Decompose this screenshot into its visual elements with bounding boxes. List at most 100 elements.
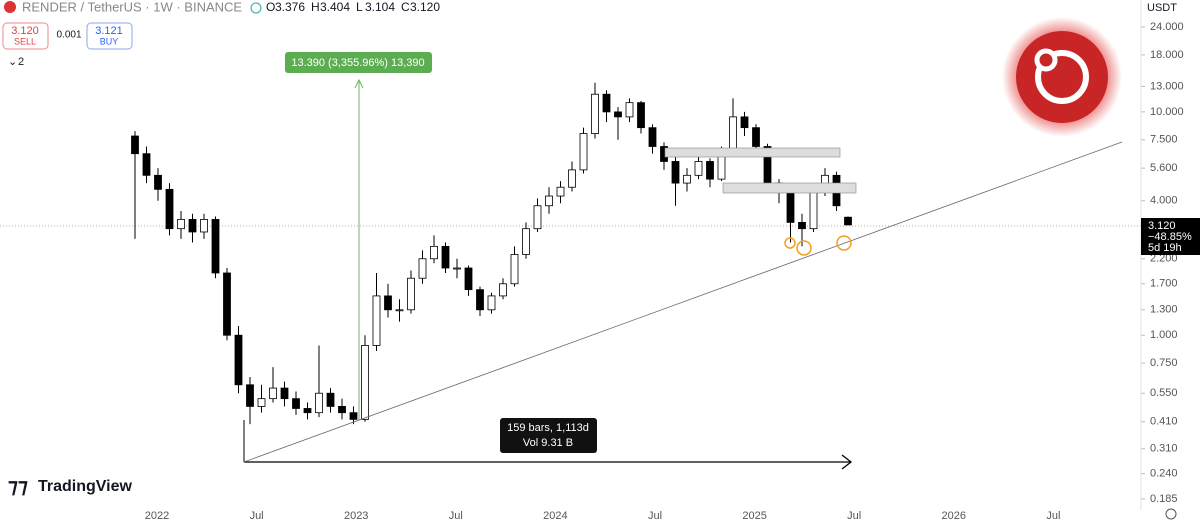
candle-body <box>614 111 622 118</box>
candle-body <box>246 384 254 407</box>
candle-body <box>418 258 427 279</box>
x-tick-label: 2024 <box>543 510 567 522</box>
candle-body <box>234 334 243 386</box>
indicator-toggle[interactable]: ⌄ <box>8 56 17 68</box>
candle-body <box>648 127 657 147</box>
sell-button[interactable] <box>2 22 49 50</box>
y-tick-label: 4.000 <box>1150 195 1178 207</box>
arrow-head <box>354 78 364 89</box>
y-tick-label: 10.000 <box>1150 106 1184 118</box>
buy-button[interactable] <box>86 22 133 50</box>
candle-body <box>786 191 795 223</box>
candle-body <box>545 195 553 207</box>
ohlc-value: 3.104 <box>365 0 395 14</box>
candle-body <box>223 272 231 336</box>
ohlc-value: 3.404 <box>320 0 350 14</box>
candle-body <box>257 398 266 407</box>
candle-body <box>326 392 335 407</box>
candle-body <box>717 153 726 180</box>
candle-body <box>188 219 197 233</box>
candle-body <box>200 219 208 233</box>
symbol: RENDER / TetherUS · 1W · BINANCE <box>22 0 242 14</box>
candle-body <box>142 153 151 176</box>
y-tick-label: 5.600 <box>1150 162 1178 174</box>
y-tick-label: 18.000 <box>1150 49 1184 61</box>
ohlc-key: O <box>266 0 275 14</box>
range-box <box>500 418 597 453</box>
candle-body <box>131 135 139 155</box>
candle-body <box>361 345 369 420</box>
candle-body <box>533 205 542 230</box>
zone <box>722 182 857 194</box>
candle-body <box>844 216 852 226</box>
candle-body <box>556 186 565 197</box>
y-tick-label: 2.200 <box>1150 253 1178 265</box>
candle-body <box>177 219 185 230</box>
logo <box>1016 31 1108 123</box>
trendline <box>243 141 1123 463</box>
highlight-circle <box>796 240 812 256</box>
candle-body <box>441 245 450 269</box>
y-tick-label: 0.185 <box>1150 493 1178 505</box>
x-tick-label: 2022 <box>145 510 169 522</box>
highlight-circle <box>836 235 852 251</box>
candle-body <box>269 387 277 400</box>
ohlc-key: C <box>401 0 410 14</box>
y-tick-label: 0.310 <box>1150 443 1178 455</box>
y-tick-label: 13.000 <box>1150 80 1184 92</box>
candle-body <box>430 245 438 260</box>
range-volume: Vol 9.31 B <box>523 437 573 449</box>
sell-price: 3.120 <box>11 25 39 37</box>
candle-body <box>464 267 473 291</box>
candle-body <box>395 309 404 312</box>
y-tick-label: 0.410 <box>1150 416 1178 428</box>
range-bars: 159 bars, 1,113d <box>507 422 589 434</box>
settings-icon[interactable] <box>1165 508 1177 520</box>
symbol-icon <box>4 1 16 13</box>
candle-body <box>453 267 461 270</box>
candle-body <box>809 191 818 230</box>
y-tick-label: 24.000 <box>1150 21 1184 33</box>
indicator-count: 2 <box>18 56 24 68</box>
highlight-circle <box>784 237 796 249</box>
buy-label: BUY <box>100 36 119 46</box>
x-tick-label: Jul <box>648 510 662 522</box>
buy-price: 3.121 <box>95 25 123 37</box>
y-tick-label: 1.700 <box>1150 278 1178 290</box>
candle-body <box>568 169 576 188</box>
candle-body <box>522 228 530 255</box>
ohlc-key: H <box>311 0 320 14</box>
candle-body <box>165 188 174 230</box>
candle-body <box>637 102 645 129</box>
arrow-head <box>841 454 853 470</box>
current-price: 3.120 <box>1148 220 1176 232</box>
x-tick-label: Jul <box>1046 510 1060 522</box>
sell-label: SELL <box>14 36 36 46</box>
ohlc-value: 3.376 <box>275 0 305 14</box>
ohlc-value: 3.120 <box>410 0 440 14</box>
candle-body <box>671 161 680 184</box>
candle-body <box>487 295 496 311</box>
candle-body <box>372 295 381 346</box>
candle-body <box>579 133 588 171</box>
candle-body <box>349 412 358 420</box>
candle-body <box>752 127 760 147</box>
countdown: 5d 19h <box>1148 242 1182 254</box>
price-label-box <box>1141 218 1200 255</box>
candle-body <box>338 406 346 414</box>
candle-body <box>602 93 611 113</box>
measure-label-box <box>285 52 432 73</box>
brand-icon: ⁊⁊ <box>8 475 28 497</box>
y-tick-label: 1.300 <box>1150 304 1178 316</box>
logo-dot <box>1034 48 1058 72</box>
candle-body <box>499 283 507 297</box>
candle-body <box>694 161 703 176</box>
ohlc-key: L <box>356 0 363 14</box>
candle-body <box>706 161 714 180</box>
x-tick-label: Jul <box>847 510 861 522</box>
ohlc: O 3.376 H 3.404 L 3.104 C 3.120 <box>266 0 440 14</box>
y-tick-label: 0.750 <box>1150 357 1178 369</box>
x-tick-label: 2023 <box>344 510 368 522</box>
brand: TradingView <box>38 478 133 495</box>
